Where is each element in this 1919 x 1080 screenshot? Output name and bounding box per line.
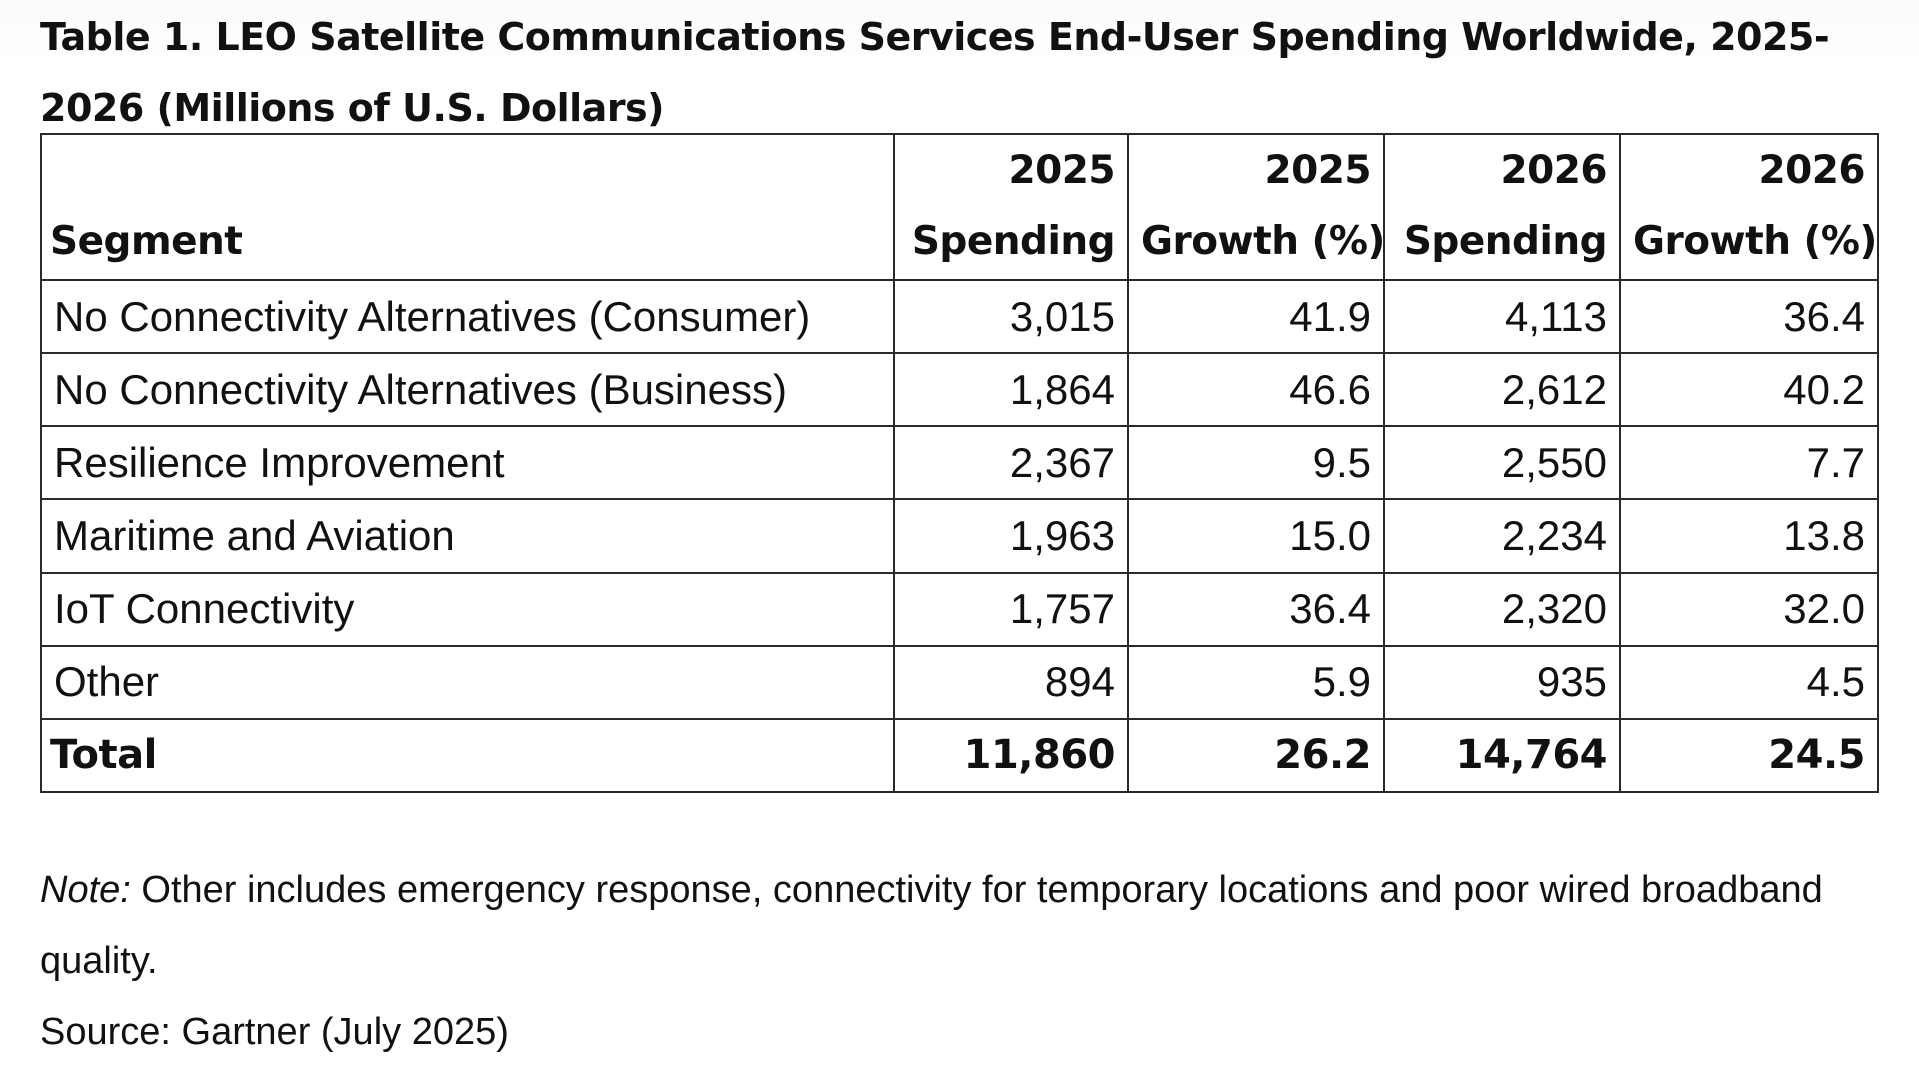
spending-2025-cell: 1,864	[893, 352, 1129, 428]
spending-2025-cell: 3,015	[893, 278, 1129, 355]
total-growth-2026-cell: 24.5	[1619, 717, 1879, 794]
segment-cell: No Connectivity Alternatives (Business)	[40, 352, 895, 428]
table-row: IoT Connectivity 1,757 36.4 2,320 32.0	[40, 571, 1879, 647]
growth-2026-cell: 4.5	[1619, 644, 1879, 720]
growth-2026-cell: 7.7	[1619, 425, 1879, 501]
growth-2026-cell: 40.2	[1619, 352, 1879, 428]
header-2026-spending-year: 2026	[1500, 148, 1607, 193]
growth-2025-cell: 9.5	[1127, 425, 1385, 501]
table-row: Resilience Improvement 2,367 9.5 2,550 7…	[40, 425, 1879, 501]
table-title: Table 1. LEO Satellite Communications Se…	[40, 15, 1830, 130]
table-row: Other 894 5.9 935 4.5	[40, 644, 1879, 720]
segment-cell: Other	[40, 644, 895, 720]
spending-2026-cell: 2,612	[1383, 352, 1621, 428]
segment-cell: Maritime and Aviation	[40, 498, 895, 574]
spending-2026-cell: 2,320	[1383, 571, 1621, 647]
total-spending-2026-cell: 14,764	[1383, 717, 1621, 794]
note-label: Note:	[40, 869, 131, 911]
header-2025-spending: 2025 Spending	[893, 133, 1129, 281]
header-2026-growth: 2026 Growth (%)	[1619, 133, 1879, 281]
table-note: Note: Other includes emergency response,…	[40, 855, 1860, 997]
header-2026-growth-label: Growth (%)	[1633, 219, 1877, 264]
header-2025-growth-label: Growth (%)	[1141, 219, 1384, 264]
header-2025-spending-year: 2025	[1008, 148, 1115, 193]
table-row: Maritime and Aviation 1,963 15.0 2,234 1…	[40, 498, 1879, 574]
header-row: Segment 2025 Spending 2025 Growth (%) 20…	[40, 133, 1879, 281]
segment-cell: IoT Connectivity	[40, 571, 895, 647]
spending-2026-cell: 4,113	[1383, 278, 1621, 355]
total-row: Total 11,860 26.2 14,764 24.5	[40, 717, 1879, 794]
growth-2026-cell: 32.0	[1619, 571, 1879, 647]
header-2025-growth-year: 2025	[1264, 148, 1371, 193]
header-2026-spending: 2026 Spending	[1383, 133, 1621, 281]
segment-cell: No Connectivity Alternatives (Consumer)	[40, 278, 895, 355]
spending-2025-cell: 2,367	[893, 425, 1129, 501]
header-2026-growth-year: 2026	[1758, 148, 1865, 193]
header-segment: Segment	[40, 133, 895, 281]
segment-cell: Resilience Improvement	[40, 425, 895, 501]
note-text: Other includes emergency response, conne…	[40, 869, 1823, 982]
header-2026-spending-label: Spending	[1403, 219, 1608, 264]
growth-2025-cell: 5.9	[1127, 644, 1385, 720]
growth-2025-cell: 36.4	[1127, 571, 1385, 647]
table-row: No Connectivity Alternatives (Business) …	[40, 352, 1879, 428]
header-2025-growth: 2025 Growth (%)	[1127, 133, 1385, 281]
growth-2026-cell: 36.4	[1619, 278, 1879, 355]
growth-2026-cell: 13.8	[1619, 498, 1879, 574]
growth-2025-cell: 41.9	[1127, 278, 1385, 355]
growth-2025-cell: 15.0	[1127, 498, 1385, 574]
header-segment-line2: Segment	[50, 219, 243, 264]
spending-2026-cell: 2,234	[1383, 498, 1621, 574]
source-line: Source: Gartner (July 2025)	[40, 1011, 509, 1053]
spending-2026-cell: 935	[1383, 644, 1621, 720]
total-spending-2025-cell: 11,860	[893, 717, 1129, 794]
table-row: No Connectivity Alternatives (Consumer) …	[40, 278, 1879, 355]
spending-2025-cell: 894	[893, 644, 1129, 720]
spending-2026-cell: 2,550	[1383, 425, 1621, 501]
spending-table: Segment 2025 Spending 2025 Growth (%) 20…	[40, 133, 1879, 794]
spending-2025-cell: 1,757	[893, 571, 1129, 647]
total-growth-2025-cell: 26.2	[1127, 717, 1385, 794]
spending-2025-cell: 1,963	[893, 498, 1129, 574]
total-label-cell: Total	[40, 717, 895, 794]
growth-2025-cell: 46.6	[1127, 352, 1385, 428]
header-2025-spending-label: Spending	[911, 219, 1116, 264]
